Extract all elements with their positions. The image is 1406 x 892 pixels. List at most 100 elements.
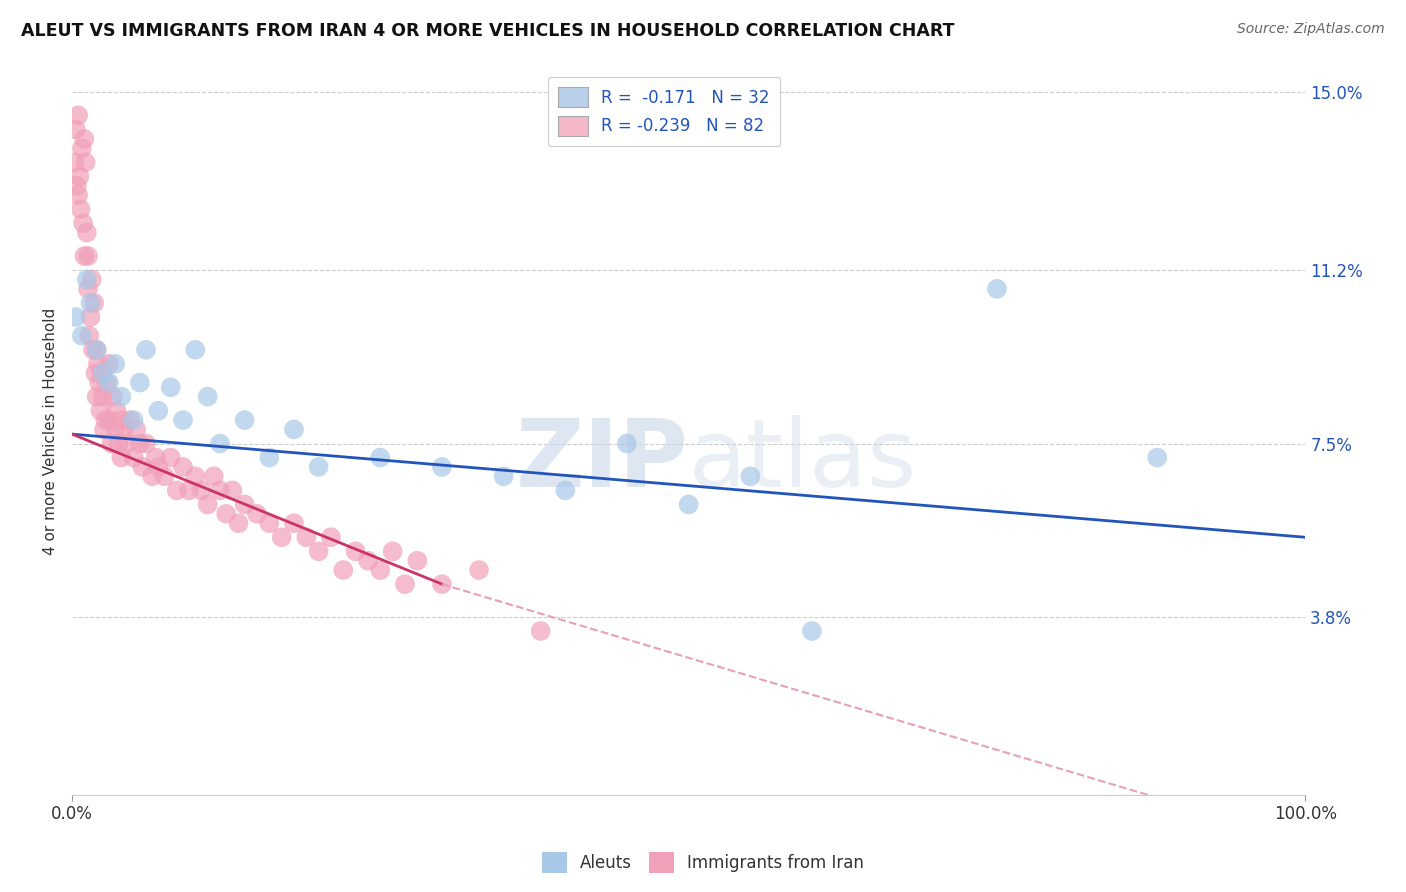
Point	[70, 141, 93, 155]
Point	[233, 498, 256, 512]
Point	[148, 403, 170, 417]
Point	[202, 469, 225, 483]
Point	[228, 516, 250, 531]
Point	[79, 310, 101, 324]
Point	[283, 516, 305, 531]
Point	[75, 155, 97, 169]
Point	[67, 108, 90, 122]
Point	[740, 469, 762, 483]
Point	[94, 413, 117, 427]
Point	[141, 469, 163, 483]
Point	[67, 169, 90, 184]
Point	[153, 469, 176, 483]
Point	[1146, 450, 1168, 465]
Point	[117, 436, 139, 450]
Point	[76, 272, 98, 286]
Point	[159, 380, 181, 394]
Point	[65, 122, 87, 136]
Point	[468, 563, 491, 577]
Point	[93, 422, 115, 436]
Point	[406, 554, 429, 568]
Point	[87, 357, 110, 371]
Point	[381, 544, 404, 558]
Point	[125, 422, 148, 436]
Point	[66, 178, 89, 193]
Point	[76, 226, 98, 240]
Point	[86, 343, 108, 357]
Point	[215, 507, 238, 521]
Point	[98, 357, 121, 371]
Point	[73, 132, 96, 146]
Point	[208, 483, 231, 498]
Point	[246, 507, 269, 521]
Point	[172, 413, 194, 427]
Point	[112, 422, 135, 436]
Point	[184, 469, 207, 483]
Point	[145, 450, 167, 465]
Point	[70, 328, 93, 343]
Point	[67, 188, 90, 202]
Point	[89, 403, 111, 417]
Point	[122, 413, 145, 427]
Point	[283, 422, 305, 436]
Point	[197, 390, 219, 404]
Y-axis label: 4 or more Vehicles in Household: 4 or more Vehicles in Household	[44, 308, 58, 556]
Point	[63, 155, 86, 169]
Text: Source: ZipAtlas.com: Source: ZipAtlas.com	[1237, 22, 1385, 37]
Point	[108, 436, 131, 450]
Point	[394, 577, 416, 591]
Point	[344, 544, 367, 558]
Point	[135, 436, 157, 450]
Point	[430, 459, 453, 474]
Point	[616, 436, 638, 450]
Point	[131, 459, 153, 474]
Point	[91, 366, 114, 380]
Point	[308, 544, 330, 558]
Point	[118, 413, 141, 427]
Point	[492, 469, 515, 483]
Point	[332, 563, 354, 577]
Point	[197, 498, 219, 512]
Legend: R =  -0.171   N = 32, R = -0.239   N = 82: R = -0.171 N = 32, R = -0.239 N = 82	[548, 77, 780, 146]
Point	[110, 390, 132, 404]
Point	[233, 413, 256, 427]
Point	[89, 376, 111, 390]
Point	[259, 516, 281, 531]
Point	[370, 450, 392, 465]
Point	[159, 450, 181, 465]
Point	[105, 403, 128, 417]
Point	[357, 554, 380, 568]
Point	[72, 216, 94, 230]
Text: ZIP: ZIP	[516, 415, 689, 507]
Point	[73, 249, 96, 263]
Point	[308, 459, 330, 474]
Point	[166, 483, 188, 498]
Point	[221, 483, 243, 498]
Point	[96, 376, 118, 390]
Point	[678, 498, 700, 512]
Point	[554, 483, 576, 498]
Point	[172, 459, 194, 474]
Point	[86, 343, 108, 357]
Point	[530, 624, 553, 638]
Point	[65, 310, 87, 324]
Point	[179, 483, 201, 498]
Point	[270, 530, 292, 544]
Point	[84, 366, 107, 380]
Point	[90, 366, 112, 380]
Point	[98, 376, 121, 390]
Point	[986, 282, 1008, 296]
Point	[101, 390, 124, 404]
Point	[128, 436, 150, 450]
Point	[80, 272, 103, 286]
Point	[184, 343, 207, 357]
Point	[104, 357, 127, 371]
Point	[79, 296, 101, 310]
Point	[104, 422, 127, 436]
Point	[128, 376, 150, 390]
Point	[148, 459, 170, 474]
Text: atlas: atlas	[689, 415, 917, 507]
Point	[83, 296, 105, 310]
Point	[77, 282, 100, 296]
Point	[91, 390, 114, 404]
